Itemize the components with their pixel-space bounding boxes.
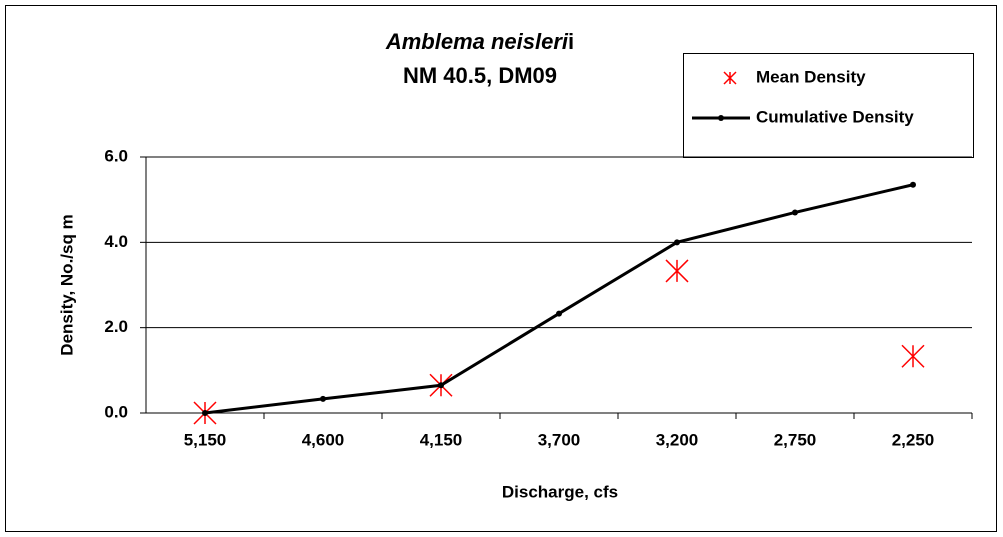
y-axis-label: Density, No./sq m: [57, 214, 76, 355]
line-point: [792, 209, 798, 216]
title-italic: Amblema neisleri: [385, 29, 569, 54]
x-axis-label: Discharge, cfs: [502, 482, 618, 501]
scatter-point: [665, 259, 689, 283]
asterisk-part: [665, 259, 689, 283]
x-tick-label: 4,600: [302, 430, 345, 449]
title-end: i: [568, 29, 574, 54]
asterisk-part: [901, 344, 925, 368]
y-tick-label: 0.0: [104, 402, 128, 421]
x-tick-label: 2,250: [892, 430, 935, 449]
asterisk-part: [723, 71, 737, 85]
x-tick-label: 5,150: [184, 430, 227, 449]
x-tick-label: 3,200: [656, 430, 699, 449]
chart-subtitle: NM 40.5, DM09: [403, 63, 557, 88]
legend-swatch: [723, 71, 737, 85]
scatter-point: [901, 344, 925, 368]
x-tick-label: 4,150: [420, 430, 463, 449]
x-tick-label: 3,700: [538, 430, 581, 449]
line-point: [438, 382, 444, 389]
legend: [683, 53, 974, 158]
line-point: [202, 410, 208, 416]
y-tick-label: 2.0: [104, 317, 128, 336]
chart-title: Amblema neislerii: [385, 29, 574, 54]
line-point: [556, 310, 562, 317]
y-tick-label: 6.0: [104, 146, 128, 165]
legend-label: Cumulative Density: [756, 107, 914, 126]
line-point: [674, 239, 680, 246]
line-point: [320, 395, 326, 402]
y-tick-label: 4.0: [104, 232, 128, 251]
legend-label: Mean Density: [756, 67, 866, 86]
legend-swatch-point: [718, 115, 724, 121]
line-point: [910, 181, 916, 188]
x-tick-label: 2,750: [774, 430, 817, 449]
